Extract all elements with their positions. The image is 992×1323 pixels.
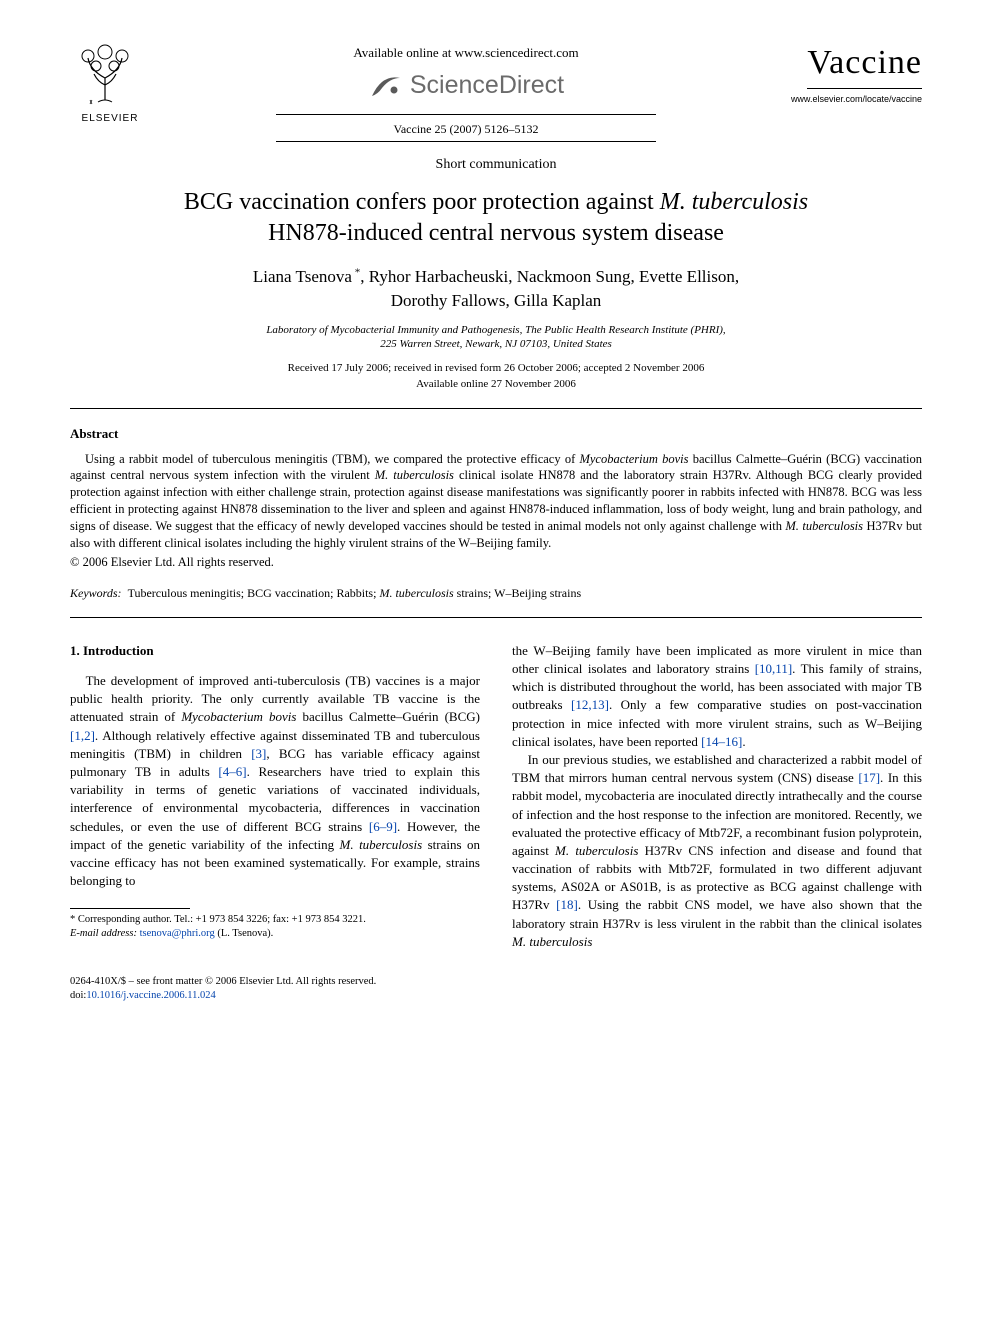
ref-link[interactable]: [1,2] (70, 728, 95, 743)
rule-below-keywords (70, 617, 922, 618)
ref-link[interactable]: [3] (251, 746, 266, 761)
affiliation: Laboratory of Mycobacterial Immunity and… (70, 323, 922, 352)
vaccine-logo-text: Vaccine (807, 40, 922, 89)
bottom-block: 0264-410X/$ – see front matter © 2006 El… (70, 975, 922, 1002)
title-italic: M. tuberculosis (660, 189, 808, 215)
elsevier-logo-block: ELSEVIER (70, 40, 150, 126)
affiliation-line1: Laboratory of Mycobacterial Immunity and… (266, 324, 725, 336)
title-part1: BCG vaccination confers poor protection … (184, 189, 660, 215)
header-rule-bottom (276, 141, 656, 142)
intro-paragraph-1: The development of improved anti-tubercu… (70, 672, 480, 890)
copyright: © 2006 Elsevier Ltd. All rights reserved… (70, 554, 922, 571)
authors: Liana Tsenova *, Ryhor Harbacheuski, Nac… (70, 265, 922, 313)
left-column: 1. Introduction The development of impro… (70, 642, 480, 951)
doi-label: doi: (70, 990, 86, 1001)
footnote-email-label: E-mail address: (70, 928, 137, 939)
footnote-email-link[interactable]: tsenova@phri.org (140, 928, 215, 939)
right-column: the W–Beijing family have been implicate… (512, 642, 922, 951)
title-part2: HN878-induced central nervous system dis… (268, 220, 724, 246)
keywords-block: Keywords: Tuberculous meningitis; BCG va… (70, 585, 922, 601)
header-center: Available online at www.sciencedirect.co… (150, 40, 782, 142)
sciencedirect-logo: ScienceDirect (150, 68, 782, 104)
ref-link[interactable]: [4–6] (218, 764, 246, 779)
section-1-heading: 1. Introduction (70, 642, 480, 660)
footnote-email-who: (L. Tsenova). (217, 928, 273, 939)
intro-paragraph-1-cont: the W–Beijing family have been implicate… (512, 642, 922, 751)
body-columns: 1. Introduction The development of impro… (70, 642, 922, 951)
ref-link[interactable]: [18] (556, 897, 578, 912)
intro-paragraph-2: In our previous studies, we established … (512, 751, 922, 951)
elsevier-tree-icon (70, 40, 140, 110)
header-rule-top (276, 114, 656, 115)
affiliation-line2: 225 Warren Street, Newark, NJ 07103, Uni… (380, 338, 612, 350)
rule-above-abstract (70, 408, 922, 409)
dates-line1: Received 17 July 2006; received in revis… (288, 362, 705, 374)
header-row: ELSEVIER Available online at www.science… (70, 40, 922, 142)
article-dates: Received 17 July 2006; received in revis… (70, 361, 922, 392)
ref-link[interactable]: [14–16] (701, 734, 742, 749)
article-title: BCG vaccination confers poor protection … (70, 187, 922, 249)
sciencedirect-swoosh-icon (368, 68, 404, 104)
journal-reference: Vaccine 25 (2007) 5126–5132 (150, 121, 782, 137)
elsevier-text: ELSEVIER (70, 112, 150, 126)
dates-line2: Available online 27 November 2006 (416, 378, 576, 390)
corresponding-author-footnote: * Corresponding author. Tel.: +1 973 854… (70, 913, 480, 940)
ref-link[interactable]: [10,11] (755, 661, 792, 676)
vaccine-url: www.elsevier.com/locate/vaccine (782, 93, 922, 105)
footnote-rule (70, 908, 190, 909)
abstract-label: Abstract (70, 425, 922, 443)
corresponding-star: * (352, 266, 360, 278)
doi-link[interactable]: 10.1016/j.vaccine.2006.11.024 (86, 990, 215, 1001)
vaccine-logo-block: Vaccine www.elsevier.com/locate/vaccine (782, 40, 922, 105)
available-online-text: Available online at www.sciencedirect.co… (150, 44, 782, 62)
abstract-body: Using a rabbit model of tuberculous meni… (70, 451, 922, 552)
sciencedirect-text: ScienceDirect (410, 69, 564, 103)
footnote-star-line: * Corresponding author. Tel.: +1 973 854… (70, 914, 366, 925)
ref-link[interactable]: [17] (858, 770, 880, 785)
issn-line: 0264-410X/$ – see front matter © 2006 El… (70, 976, 376, 987)
keywords-label: Keywords: (70, 586, 122, 600)
ref-link[interactable]: [6–9] (369, 819, 397, 834)
article-type: Short communication (70, 156, 922, 175)
ref-link[interactable]: [12,13] (571, 697, 609, 712)
